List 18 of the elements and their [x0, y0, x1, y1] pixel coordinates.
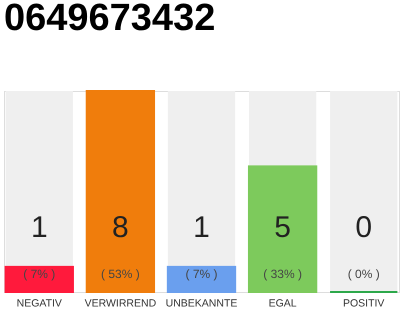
data-label: 1: [30, 211, 48, 244]
data-label: 5: [274, 211, 291, 244]
x-tick-label: VERWIRREND: [84, 298, 157, 310]
data-label: 0: [355, 211, 372, 244]
x-tick-label: EGAL: [268, 298, 297, 310]
bar: [166, 266, 236, 293]
annotation: ( 53% ): [101, 267, 140, 281]
x-tick-label: UNBEKANNTE: [166, 298, 238, 310]
data-label: 8: [112, 211, 129, 244]
x-tick-label: POSITIV: [343, 298, 384, 310]
bar: [4, 266, 74, 293]
annotation: ( 0% ): [348, 267, 380, 281]
annotation: ( 7% ): [23, 267, 56, 281]
chart-title: 0649673432: [4, 0, 216, 39]
x-tick-label: NEGATIV: [16, 298, 62, 310]
annotation: ( 33% ): [263, 267, 302, 281]
data-label: 1: [193, 211, 210, 244]
annotation: ( 7% ): [185, 267, 218, 281]
